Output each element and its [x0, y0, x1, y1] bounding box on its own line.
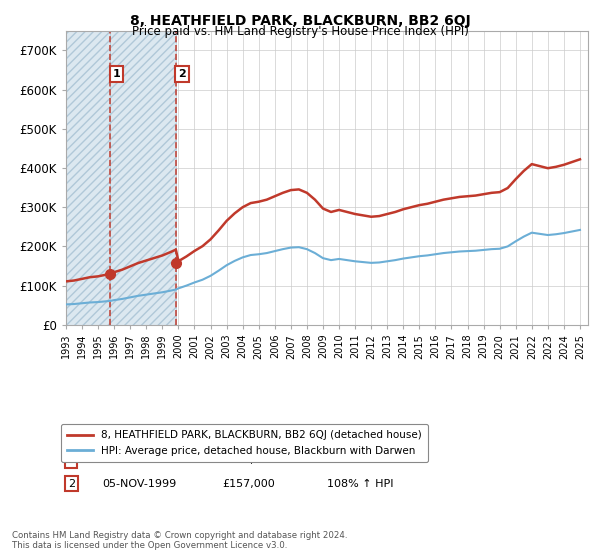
Text: 2: 2	[68, 479, 75, 488]
Text: Price paid vs. HM Land Registry's House Price Index (HPI): Price paid vs. HM Land Registry's House …	[131, 25, 469, 38]
Text: £130,000: £130,000	[223, 455, 275, 465]
Text: 98% ↑ HPI: 98% ↑ HPI	[327, 455, 386, 465]
Text: 05-NOV-1999: 05-NOV-1999	[103, 479, 177, 488]
Bar	[66, 31, 110, 325]
Text: 1: 1	[68, 455, 75, 465]
Text: 06-OCT-1995: 06-OCT-1995	[103, 455, 175, 465]
Text: 1: 1	[113, 69, 121, 79]
Bar	[110, 31, 176, 325]
Text: £157,000: £157,000	[223, 479, 275, 488]
Legend: 8, HEATHFIELD PARK, BLACKBURN, BB2 6QJ (detached house), HPI: Average price, det: 8, HEATHFIELD PARK, BLACKBURN, BB2 6QJ (…	[61, 424, 428, 462]
Text: 2: 2	[178, 69, 186, 79]
Text: Contains HM Land Registry data © Crown copyright and database right 2024.
This d: Contains HM Land Registry data © Crown c…	[12, 530, 347, 550]
Text: 108% ↑ HPI: 108% ↑ HPI	[327, 479, 394, 488]
Text: 8, HEATHFIELD PARK, BLACKBURN, BB2 6QJ: 8, HEATHFIELD PARK, BLACKBURN, BB2 6QJ	[130, 14, 470, 28]
